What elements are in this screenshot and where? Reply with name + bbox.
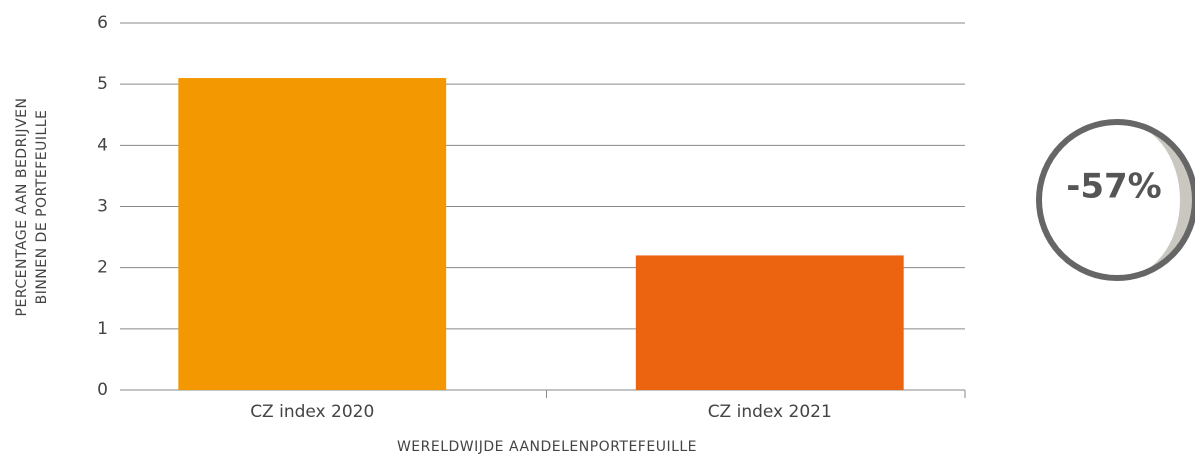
annotation: -57% [1066,167,1162,207]
badge-circle [1036,119,1195,281]
y-tick-label: 2 [97,258,108,278]
y-tick-label: 1 [97,319,108,339]
y-axis-label-line: PERCENTAGE AAN BEDRIJVEN [14,98,30,317]
y-tick-label: 5 [97,74,108,94]
y-tick-label: 3 [97,197,108,217]
y-axis-label-line: BINNEN DE PORTEFEUILLE [34,110,50,305]
y-tick-label: 4 [97,135,108,155]
y-tick-label: 0 [97,380,108,400]
badge: -57% [1036,119,1195,281]
y-tick-label: 6 [97,13,108,33]
x-tick-label: CZ index 2020 [250,402,374,422]
y-axis-label: PERCENTAGE AAN BEDRIJVEN BINNEN DE PORTE… [14,98,50,317]
x-axis-label: WERELDWIJDE AANDELENPORTEFEUILLE [397,439,697,455]
bar [178,78,447,391]
badge-crescent [1120,122,1195,278]
bar [635,255,904,390]
x-tick-label: CZ index 2021 [708,402,832,422]
